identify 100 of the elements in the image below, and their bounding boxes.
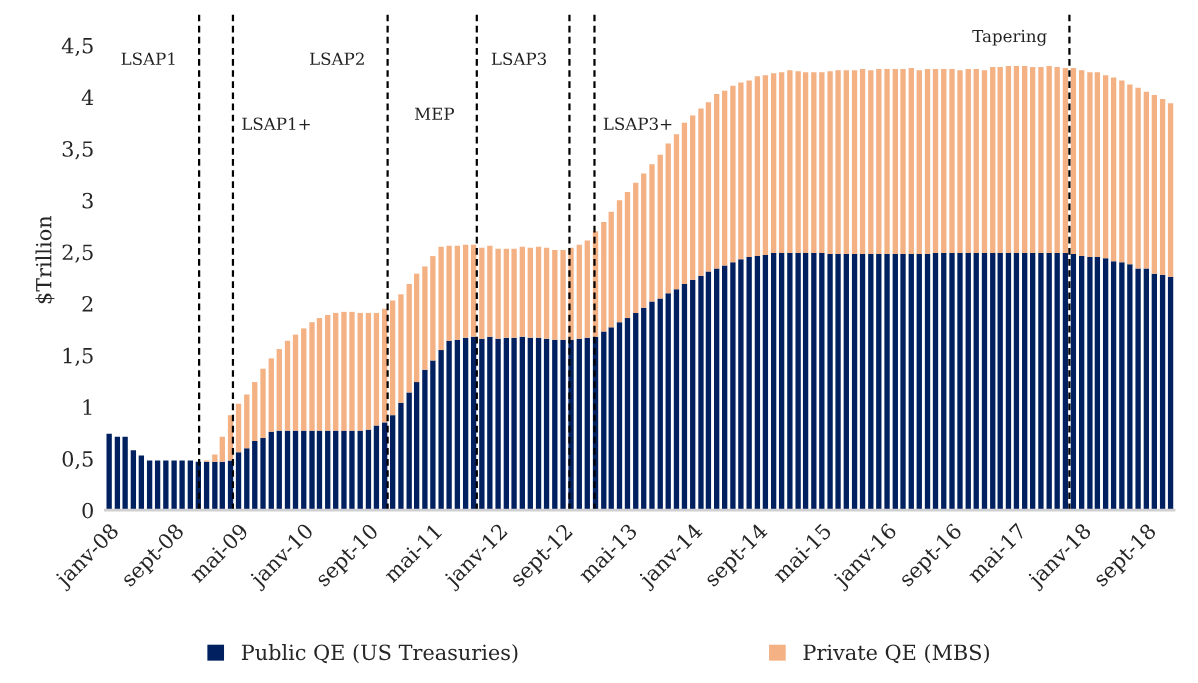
bar	[333, 312, 339, 431]
bar	[413, 273, 420, 383]
bar	[633, 312, 639, 511]
bar	[316, 318, 323, 431]
bar	[527, 247, 533, 338]
bar	[892, 69, 898, 255]
bar	[1022, 66, 1028, 253]
bar	[106, 433, 112, 511]
bar	[778, 72, 785, 253]
bar	[260, 368, 266, 438]
bar	[1030, 67, 1036, 253]
bar	[721, 265, 728, 511]
bar	[422, 369, 428, 511]
bar	[398, 402, 404, 511]
bar	[957, 70, 963, 253]
bar	[584, 240, 590, 338]
bar	[932, 252, 939, 511]
bar	[770, 252, 777, 511]
bar	[1151, 273, 1157, 511]
bar	[859, 69, 866, 255]
bar	[1022, 252, 1028, 511]
bar	[309, 322, 315, 431]
bar	[932, 69, 939, 253]
y-tick-label: 2,5	[62, 244, 93, 263]
y-tick-label: 0	[82, 502, 93, 519]
bar	[608, 211, 614, 328]
bar	[624, 192, 631, 319]
bar	[503, 337, 510, 511]
bar	[608, 327, 614, 511]
bar	[957, 252, 963, 511]
bar	[1119, 80, 1125, 263]
bar	[705, 271, 712, 511]
ref-line-label: LSAP3+	[603, 117, 672, 131]
bar	[212, 454, 218, 462]
bar	[1110, 77, 1117, 262]
bar	[738, 259, 744, 511]
bar	[924, 69, 931, 255]
bar	[601, 222, 607, 332]
bar	[316, 430, 323, 511]
bar	[868, 254, 874, 511]
bar	[301, 328, 307, 431]
bar	[705, 102, 712, 272]
bar	[714, 93, 720, 269]
bar	[552, 339, 558, 511]
bar	[892, 254, 898, 511]
bar	[1070, 68, 1077, 255]
bar	[349, 311, 355, 431]
bar	[949, 252, 955, 511]
bar	[884, 69, 890, 255]
legend-label: Public QE (US Treasuries)	[241, 644, 518, 664]
bar	[916, 254, 922, 511]
bar	[1102, 75, 1109, 259]
bar	[730, 85, 736, 263]
bar	[1094, 257, 1101, 511]
bar	[811, 72, 817, 253]
bar	[438, 246, 444, 351]
bar	[495, 248, 501, 339]
bar	[1119, 262, 1125, 511]
bar	[454, 339, 461, 511]
ref-line-label: MEP	[414, 107, 454, 120]
bar	[981, 252, 988, 511]
bar	[1054, 252, 1060, 511]
bar	[827, 254, 833, 511]
bar	[535, 337, 542, 511]
bar	[876, 254, 882, 511]
bar	[990, 252, 996, 511]
bar	[163, 460, 169, 511]
bar	[616, 322, 623, 511]
bar	[681, 283, 688, 511]
bar	[244, 448, 250, 511]
bar	[1062, 252, 1069, 511]
bar	[900, 254, 906, 511]
bar	[1135, 87, 1141, 269]
bar	[973, 252, 979, 511]
bar	[908, 68, 914, 255]
bar	[292, 430, 299, 511]
bar	[698, 108, 704, 276]
bar	[673, 134, 680, 290]
bar	[981, 70, 988, 253]
y-tick-label: 1,5	[63, 347, 93, 367]
bar	[1087, 72, 1093, 258]
bar	[762, 75, 769, 256]
y-tick-label: 2	[82, 296, 93, 312]
bar	[357, 430, 363, 511]
bar	[276, 349, 282, 431]
bar	[851, 70, 858, 255]
bar	[1159, 99, 1166, 275]
bar	[422, 266, 428, 370]
bar	[990, 67, 996, 253]
bar	[997, 67, 1003, 253]
bar	[924, 254, 931, 511]
bar	[446, 340, 452, 511]
bar	[819, 252, 825, 511]
bar	[1046, 66, 1052, 253]
ref-line-label: Tapering	[972, 29, 1047, 46]
bar	[543, 338, 550, 511]
bar	[738, 82, 744, 260]
bar	[219, 461, 225, 511]
bar	[714, 268, 720, 511]
bar	[795, 71, 801, 253]
